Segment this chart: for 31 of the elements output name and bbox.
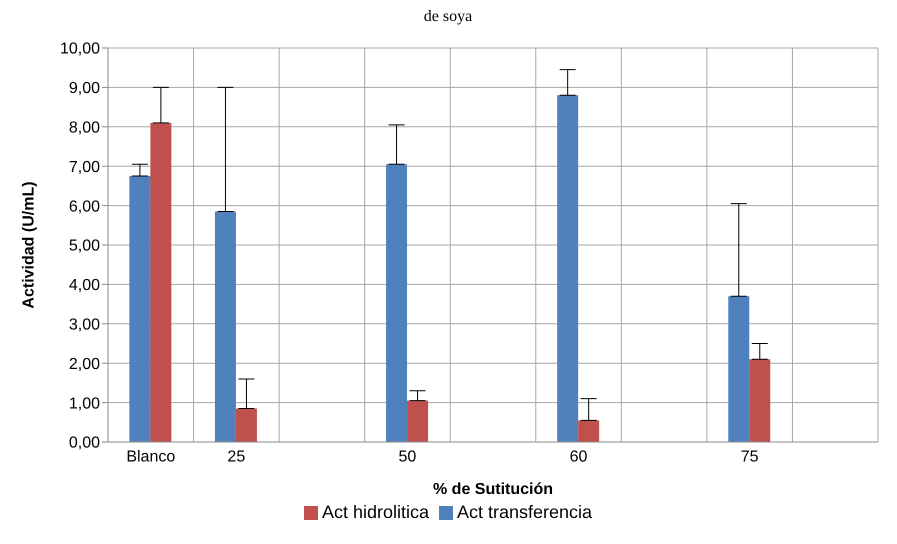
x-tick-label: 75 <box>740 448 759 466</box>
y-tick-label: 4,00 <box>68 277 100 294</box>
y-tick-label: 5,00 <box>68 238 100 255</box>
x-tick-label: 25 <box>227 448 246 466</box>
y-tick-label: 0,00 <box>68 434 100 452</box>
bar <box>214 212 236 442</box>
x-tick-label: 60 <box>570 448 588 466</box>
bar <box>386 164 408 442</box>
y-tick-label: 2,00 <box>68 356 100 373</box>
y-tick-label: 10,00 <box>60 40 100 58</box>
bar <box>236 408 257 442</box>
bar <box>578 420 600 442</box>
y-axis-title: Actividad (U/mL) <box>20 181 38 309</box>
legend-label: Act transferencia <box>456 502 592 522</box>
y-tick-label: 7,00 <box>68 158 100 176</box>
bar <box>728 296 750 442</box>
x-tick-label: 50 <box>398 448 416 466</box>
bar <box>557 95 578 442</box>
x-tick-label: Blanco <box>126 448 176 466</box>
bar <box>129 176 150 442</box>
y-tick-label: 9,00 <box>68 80 100 98</box>
x-axis-title: % de Sutitución <box>433 481 553 498</box>
bar <box>150 122 172 442</box>
y-tick-label: 8,00 <box>68 119 100 136</box>
bar <box>407 400 428 442</box>
y-tick-label: 3,00 <box>68 316 100 334</box>
legend-label: Act hidrolitica <box>322 502 429 522</box>
y-tick-label: 6,00 <box>68 198 100 216</box>
y-tick-label: 1,00 <box>68 395 100 412</box>
bar <box>749 359 770 442</box>
chart-title: de soya <box>422 8 474 27</box>
